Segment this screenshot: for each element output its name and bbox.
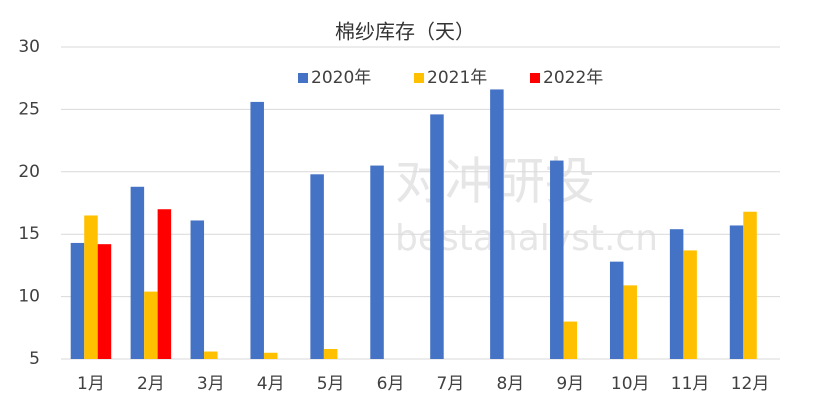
x-tick-label: 3月 (197, 374, 225, 394)
bar (669, 229, 684, 359)
x-tick-label: 11月 (671, 374, 710, 394)
bar (370, 165, 384, 359)
bar (157, 209, 172, 359)
x-tick-label: 10月 (611, 374, 650, 394)
legend-label: 2020年 (311, 68, 371, 88)
x-tick-label: 1月 (77, 374, 105, 394)
bar (250, 101, 264, 360)
bar (70, 242, 85, 359)
bar (263, 352, 278, 359)
bar (743, 211, 757, 359)
y-tick-label: 10 (18, 287, 40, 307)
bar (190, 220, 205, 359)
legend-swatch (414, 73, 424, 83)
y-tick-label: 15 (18, 224, 40, 244)
x-tick-label: 7月 (437, 374, 465, 394)
bar (623, 285, 637, 359)
bar (84, 215, 98, 359)
x-tick-label: 6月 (377, 374, 405, 394)
x-tick-label: 2月 (137, 374, 165, 394)
bar (130, 186, 145, 359)
legend-swatch (530, 73, 540, 83)
bar (323, 349, 338, 359)
bar (430, 114, 444, 359)
legend-label: 2021年 (427, 68, 487, 88)
bar (490, 89, 504, 359)
x-tick-label: 9月 (556, 374, 584, 394)
bar (550, 160, 564, 359)
bar (683, 250, 697, 359)
legend-label: 2022年 (543, 68, 603, 88)
bar (609, 261, 624, 359)
bar (310, 174, 324, 359)
legend-swatch (298, 73, 308, 83)
x-tick-label: 5月 (317, 374, 345, 394)
x-tick-label: 12月 (731, 374, 770, 394)
bar (729, 225, 744, 359)
x-tick-label: 8月 (496, 374, 524, 394)
bar (204, 351, 218, 359)
chart-title: 棉纱库存（天） (335, 20, 475, 44)
y-tick-label: 20 (18, 162, 40, 182)
y-tick-label: 25 (18, 99, 40, 119)
x-tick-label: 4月 (257, 374, 285, 394)
bar (144, 291, 158, 359)
y-tick-label: 5 (29, 349, 40, 369)
bar (97, 244, 112, 359)
bar (563, 321, 578, 359)
y-tick-label: 30 (18, 37, 40, 57)
